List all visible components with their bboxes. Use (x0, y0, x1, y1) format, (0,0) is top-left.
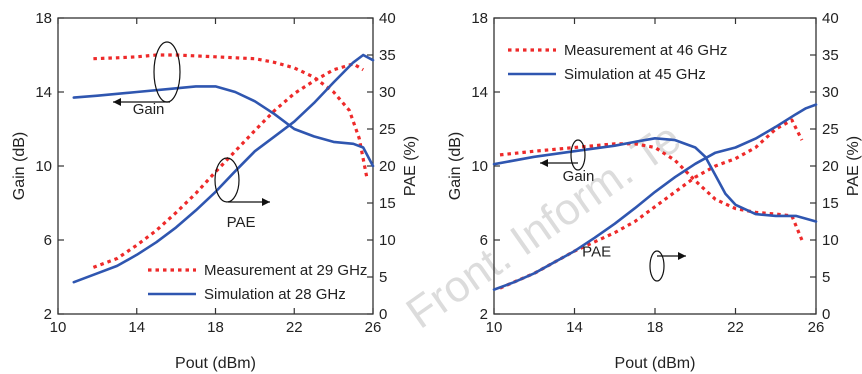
x-tick-label: 14 (566, 319, 583, 336)
y-tick-label: 14 (35, 84, 52, 101)
series-line-gain-measurement (93, 53, 369, 180)
y2-axis-label: PAE (%) (845, 136, 862, 196)
y2-tick-label: 20 (822, 158, 839, 175)
pae-ellipse (214, 157, 240, 203)
x-tick-label: 10 (486, 319, 503, 336)
legend-label: Measurement at 29 GHz (204, 262, 367, 279)
y2-axis-label: PAE (%) (402, 136, 419, 196)
annotation-gain: Gain (133, 101, 165, 118)
y-axis-label: Gain (dB) (447, 132, 464, 200)
y2-tick-label: 40 (379, 10, 396, 27)
x-tick-label: 18 (207, 319, 224, 336)
y-tick-label: 6 (480, 232, 488, 249)
series-line-pae-simulation (72, 53, 375, 284)
gain-ellipse (153, 41, 181, 103)
y-tick-label: 18 (471, 10, 488, 27)
gain-arrow-head (113, 98, 121, 106)
pae-ellipse (649, 250, 665, 282)
x-tick-label: 26 (808, 319, 825, 336)
y-tick-label: 10 (471, 158, 488, 175)
gain-arrow-head (540, 159, 548, 167)
y-tick-label: 2 (480, 306, 488, 323)
x-tick-label: 22 (286, 319, 303, 336)
y2-tick-label: 0 (379, 306, 387, 323)
y2-tick-label: 35 (822, 47, 839, 64)
pae-arrow-head (262, 198, 270, 206)
y2-tick-label: 25 (822, 121, 839, 138)
x-tick-label: 26 (365, 319, 382, 336)
y2-tick-label: 5 (822, 269, 830, 286)
x-axis-label: Pout (dBm) (175, 355, 256, 372)
y2-tick-label: 10 (379, 232, 396, 249)
y2-tick-label: 5 (379, 269, 387, 286)
gain-ellipse (570, 139, 586, 171)
annotation-gain: Gain (563, 168, 595, 185)
y-axis-label: Gain (dB) (11, 132, 28, 200)
series-line-gain-measurement (499, 142, 804, 241)
watermark: Front. Inform. Te (398, 113, 690, 338)
x-tick-label: 14 (128, 319, 145, 336)
y2-tick-label: 35 (379, 47, 396, 64)
series-line-gain-simulation (72, 85, 375, 168)
legend-label: Simulation at 45 GHz (564, 66, 706, 83)
y-tick-label: 2 (44, 306, 52, 323)
legend-label: Simulation at 28 GHz (204, 286, 346, 303)
pae-arrow-head (678, 252, 686, 260)
y-tick-label: 14 (471, 84, 488, 101)
y-tick-label: 6 (44, 232, 52, 249)
annotation-pae: PAE (227, 214, 256, 231)
y2-tick-label: 15 (822, 195, 839, 212)
y-tick-label: 10 (35, 158, 52, 175)
y2-tick-label: 40 (822, 10, 839, 27)
series-line-pae-simulation (492, 103, 818, 291)
y2-tick-label: 25 (379, 121, 396, 138)
y2-tick-label: 0 (822, 306, 830, 323)
y2-tick-label: 15 (379, 195, 396, 212)
y2-tick-label: 20 (379, 158, 396, 175)
x-tick-label: 22 (727, 319, 744, 336)
y2-tick-label: 10 (822, 232, 839, 249)
y-tick-label: 18 (35, 10, 52, 27)
y2-tick-label: 30 (822, 84, 839, 101)
x-tick-label: 10 (50, 319, 67, 336)
x-tick-label: 18 (647, 319, 664, 336)
annotation-pae: PAE (582, 244, 611, 261)
series-line-gain-simulation (492, 137, 818, 223)
x-axis-label: Pout (dBm) (615, 355, 696, 372)
y2-tick-label: 30 (379, 84, 396, 101)
legend-label: Measurement at 46 GHz (564, 42, 727, 59)
